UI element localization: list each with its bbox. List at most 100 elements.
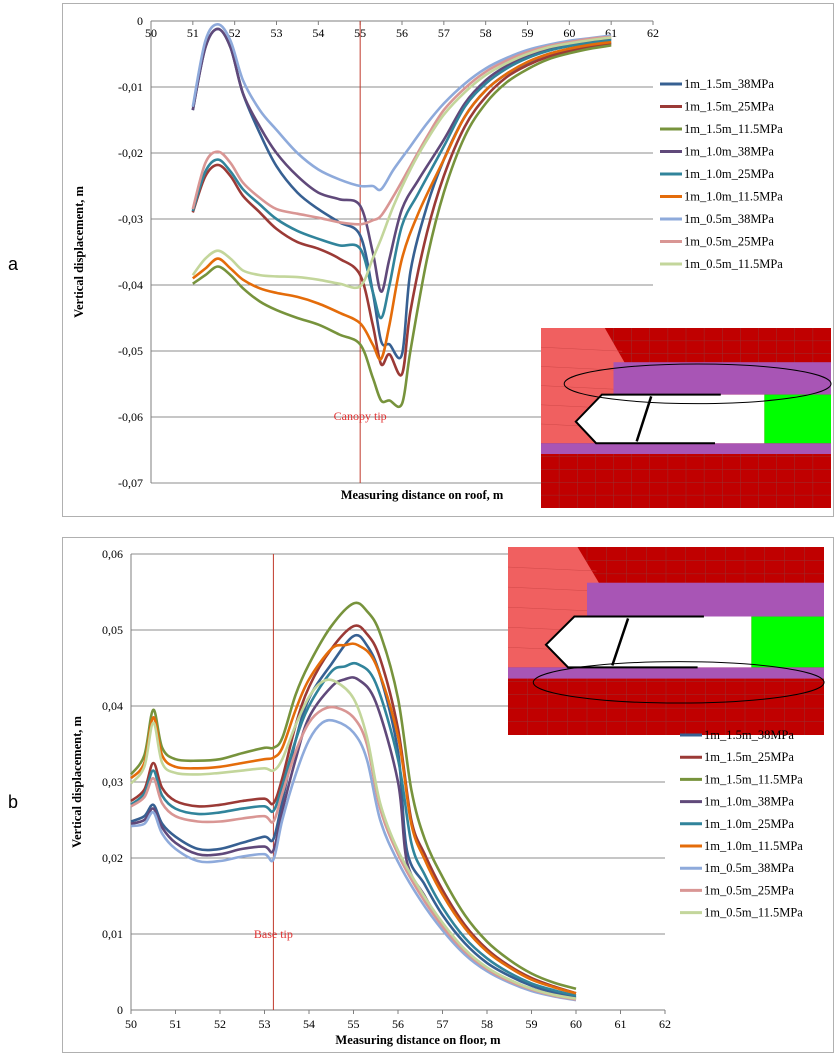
chart-a-series-line-7 (191, 23, 612, 192)
chart-b-legend-label: 1m_1.0m_25MPa (704, 817, 794, 831)
inset-support-block (764, 394, 831, 444)
inset-mesh-line (507, 586, 597, 592)
inset-roof-layer (587, 582, 824, 617)
chart-a-y-tick-label: -0,07 (118, 476, 143, 490)
chart-b-y-tick-label: 0,01 (102, 927, 123, 941)
chart-a-frame: 0 -0,01 -0,02 -0,03 -0,04 -0,05 -0,06 -0,07 50 51… (62, 3, 834, 517)
chart-b-x-tick-label: 61 (615, 1017, 627, 1031)
chart-b-x-tick-label: 55 (348, 1017, 360, 1031)
chart-a-x-tick-label: 52 (229, 26, 241, 40)
inset-mesh-line (507, 606, 597, 612)
chart-b-legend-label: 1m_0.5m_25MPa (704, 883, 794, 897)
chart-a-x-tick-label: 54 (312, 26, 324, 40)
chart-b-x-tick-label: 57 (437, 1017, 449, 1031)
inset-diagram-roof (540, 328, 832, 508)
chart-a-y-tick-label: 0 (137, 14, 143, 28)
chart-b-annotation-label: Base tip (254, 927, 293, 941)
panel-label-b: b (8, 792, 19, 812)
inset-highlight-ellipse (532, 661, 825, 704)
chart-b-legend-label: 1m_1.5m_38MPa (704, 728, 794, 742)
chart-b-y-tick-label: 0,06 (102, 547, 123, 561)
chart-a-x-tick-label: 58 (480, 26, 492, 40)
chart-b-legend-label: 1m_1.0m_11.5MPa (704, 839, 803, 853)
chart-b-frame: 0 0,01 0,02 0,03 0,04 0,05 0,06 50 51 52 53 54 55 56 5… (62, 537, 834, 1053)
chart-a-legend-label: 1m_1.0m_11.5MPa (684, 190, 783, 204)
chart-a-legend-label: 1m_0.5m_38MPa (684, 212, 774, 226)
chart-b-y-tick-label: 0,02 (102, 851, 123, 865)
chart-b-x-tick-label: 58 (481, 1017, 493, 1031)
chart-b-legend-label: 1m_1.5m_11.5MPa (704, 772, 803, 786)
chart-a-x-axis-title: Measuring distance on roof, m (341, 488, 504, 502)
chart-a-series-line-3 (192, 44, 612, 409)
chart-a-series-line-9 (191, 36, 612, 290)
chart-a-series-line-5 (191, 38, 612, 320)
chart-a-x-tick-label: 60 (563, 26, 575, 40)
chart-b-x-tick-label: 62 (659, 1017, 671, 1031)
chart-b-y-tick-label: 0,05 (102, 623, 123, 637)
inset-roof-layer (613, 362, 831, 395)
chart-a-y-tick-label: -0,05 (118, 344, 143, 358)
chart-a-y-tick-label: -0,01 (118, 80, 143, 94)
chart-a-x-tick-label: 50 (145, 26, 157, 40)
inset-cavity (575, 394, 765, 444)
chart-a-legend-label: 1m_1.5m_11.5MPa (684, 122, 783, 136)
chart-a-x-tick-label: 53 (271, 26, 283, 40)
inset-support-block (751, 616, 824, 668)
chart-b-x-tick-label: 56 (392, 1017, 404, 1031)
chart-a-x-tick-label: 51 (187, 26, 199, 40)
chart-a-y-tick-label: -0,04 (118, 278, 143, 292)
chart-b-series-line-6 (130, 642, 577, 995)
inset-shield-outline (574, 393, 721, 445)
inset-shield-leg (635, 396, 653, 442)
chart-a-y-tick-label: -0,03 (118, 212, 143, 226)
chart-b-x-tick-label: 59 (526, 1017, 538, 1031)
chart-a-series-line-6 (192, 40, 612, 361)
chart-b-y-tick-label: 0,03 (102, 775, 123, 789)
chart-b-x-tick-label: 53 (259, 1017, 271, 1031)
chart-a-x-tick-label: 57 (438, 26, 450, 40)
inset-floor-layer (508, 667, 824, 679)
chart-b-x-tick-label: 52 (214, 1017, 226, 1031)
chart-b-legend-label: 1m_1.0m_38MPa (704, 795, 794, 809)
chart-b-x-tick-label: 60 (570, 1017, 582, 1031)
chart-a-series-line-4 (191, 27, 612, 293)
chart-b-x-tick-label: 51 (170, 1017, 182, 1031)
chart-b-series-line-5 (130, 661, 577, 997)
chart-b-y-tick-label: 0 (117, 1003, 123, 1017)
chart-b-x-axis-title: Measuring distance on floor, m (335, 1033, 501, 1047)
chart-b-series-line-8 (130, 705, 577, 1001)
inset-shield-outline (544, 615, 704, 669)
chart-a-legend-label: 1m_1.5m_25MPa (684, 100, 774, 114)
inset-shield-leg (611, 618, 630, 666)
chart-a-x-tick-label: 59 (522, 26, 534, 40)
chart-a-legend-label: 1m_1.0m_25MPa (684, 167, 774, 181)
inset-floor-layer (541, 443, 831, 454)
chart-b-series-line-3 (129, 601, 577, 990)
chart-a-y-tick-label: -0,06 (118, 410, 143, 424)
chart-b-y-axis-title: Vertical displacement, m (70, 716, 84, 848)
chart-b: 0 0,01 0,02 0,03 0,04 0,05 0,06 50 51 52 53 54 55 56 5… (70, 547, 825, 1047)
chart-b-series-line-1 (130, 633, 577, 999)
chart-a-y-axis-title: Vertical displacement, m (72, 186, 86, 318)
chart-b-x-tick-label: 50 (125, 1017, 137, 1031)
chart-a-legend-label: 1m_1.5m_38MPa (684, 77, 774, 91)
chart-a-series-line-8 (191, 35, 612, 226)
chart-a: 0 -0,01 -0,02 -0,03 -0,04 -0,05 -0,06 -0,07 50 51… (72, 14, 832, 508)
chart-b-legend-label: 1m_0.5m_38MPa (704, 861, 794, 875)
chart-a-x-tick-label: 62 (647, 26, 659, 40)
inset-highlight-ellipse (563, 363, 832, 405)
chart-a-legend-label: 1m_0.5m_11.5MPa (684, 257, 783, 271)
chart-a-legend-label: 1m_0.5m_25MPa (684, 235, 774, 249)
inset-mesh-line (540, 366, 623, 371)
inset-cavity (545, 616, 752, 668)
chart-a-y-tick-label: -0,02 (118, 146, 143, 160)
chart-a-legend-label: 1m_1.0m_38MPa (684, 145, 774, 159)
inset-mesh-line (540, 385, 623, 390)
chart-a-x-tick-label: 56 (396, 26, 408, 40)
inset-mesh-line (540, 346, 623, 352)
chart-b-x-tick-label: 54 (303, 1017, 315, 1031)
panel-label-a: a (8, 254, 19, 274)
chart-b-y-tick-label: 0,04 (102, 699, 123, 713)
chart-b-legend-label: 1m_0.5m_11.5MPa (704, 906, 803, 920)
chart-b-legend-label: 1m_1.5m_25MPa (704, 750, 794, 764)
